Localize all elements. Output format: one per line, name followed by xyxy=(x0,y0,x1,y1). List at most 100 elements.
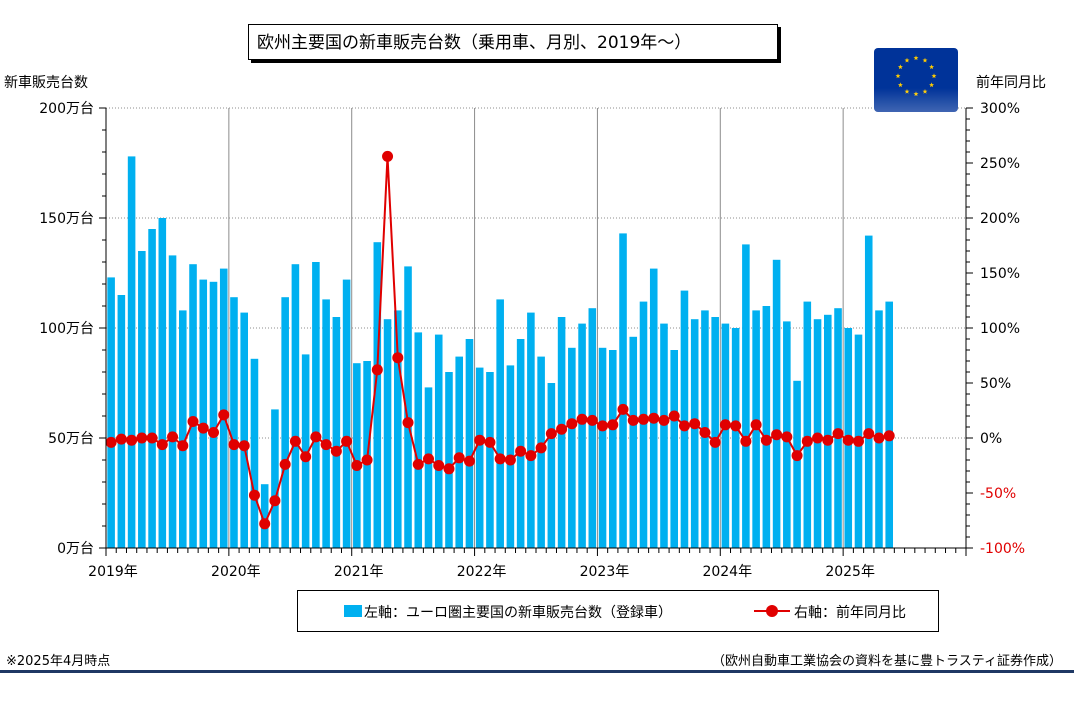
bar xyxy=(445,372,453,548)
bar xyxy=(465,339,474,548)
bar xyxy=(353,363,361,548)
axes: 0万台 50万台 100万台 150万台 200万台 -100% -50% 0% 50% 100%… xyxy=(39,101,1025,580)
right-tick-label: -50% xyxy=(980,486,1016,502)
bar xyxy=(629,336,638,548)
yoy-point xyxy=(484,436,496,448)
yoy-point xyxy=(115,433,127,445)
bar xyxy=(209,281,218,548)
line-series xyxy=(105,150,895,530)
bar xyxy=(670,350,679,548)
bar xyxy=(342,279,351,548)
bar xyxy=(516,339,525,548)
left-tick-label: 100万台 xyxy=(39,321,94,337)
bar xyxy=(568,347,576,548)
bottom-rule xyxy=(0,670,1074,673)
bar xyxy=(619,233,627,548)
bar xyxy=(578,323,586,548)
bar xyxy=(527,312,535,548)
bar xyxy=(260,484,269,548)
flag-star xyxy=(929,64,935,70)
bar xyxy=(496,299,504,548)
yoy-point xyxy=(586,414,598,426)
yoy-point xyxy=(105,436,117,448)
yoy-point xyxy=(208,427,219,438)
flag-star xyxy=(904,57,910,63)
yoy-point xyxy=(515,445,527,457)
right-tick-label: 150% xyxy=(980,266,1020,282)
flag-star xyxy=(895,73,901,79)
bar-series xyxy=(107,156,894,548)
legend-bar-swatch xyxy=(344,605,362,617)
yoy-point xyxy=(330,445,342,457)
x-tick-label: 2020年 xyxy=(211,564,261,580)
bar xyxy=(588,308,597,548)
yoy-point xyxy=(597,420,609,432)
yoy-point xyxy=(453,452,465,464)
yoy-point xyxy=(607,419,619,431)
yoy-point xyxy=(341,435,353,447)
bar xyxy=(742,244,750,548)
bar xyxy=(649,268,658,548)
right-tick-label: 300% xyxy=(980,101,1020,117)
flag-star xyxy=(929,82,935,88)
bar xyxy=(312,262,320,548)
bar xyxy=(772,259,781,548)
right-axis-title: 前年同月比 xyxy=(976,75,1046,91)
bar xyxy=(250,358,259,548)
yoy-point xyxy=(259,518,271,530)
yoy-point xyxy=(617,403,629,415)
bar xyxy=(711,317,719,548)
yoy-point xyxy=(197,422,209,434)
bar xyxy=(424,387,433,548)
bar xyxy=(301,354,310,548)
yoy-point xyxy=(218,409,230,421)
yoy-point xyxy=(382,150,394,162)
yoy-point xyxy=(545,428,557,440)
bar xyxy=(404,266,412,548)
legend-bar-label: 左軸：ユーロ圏主要国の新車販売台数（登録車） xyxy=(364,605,672,621)
source-note: （欧州自動車工業協会の資料を基に豊トラスティ証券作成） xyxy=(712,654,1062,669)
chart-title: 欧州主要国の新車販売台数（乗用車、月別、2019年～） xyxy=(248,24,778,60)
yoy-point xyxy=(443,463,455,475)
x-tick-label: 2025年 xyxy=(825,564,875,580)
yoy-point xyxy=(300,451,312,463)
yoy-point xyxy=(863,428,875,440)
bar xyxy=(690,319,699,548)
flag-star xyxy=(897,64,903,70)
yoy-point xyxy=(781,431,793,443)
yoy-point xyxy=(791,450,803,462)
bar xyxy=(178,310,187,548)
yoy-point xyxy=(627,414,639,426)
bar xyxy=(240,312,249,548)
right-tick-label: 250% xyxy=(980,156,1020,172)
yoy-point xyxy=(842,434,854,446)
yoy-point xyxy=(392,352,404,364)
right-tick-label: -100% xyxy=(980,541,1025,557)
yoy-point xyxy=(371,364,383,376)
left-axis-title: 新車販売台数 xyxy=(4,75,88,91)
bar xyxy=(148,229,156,548)
yoy-point xyxy=(228,439,240,451)
yoy-point xyxy=(812,432,824,444)
legend-line-label: 右軸：前年同月比 xyxy=(794,605,906,621)
footnote: ※2025年4月時点 xyxy=(6,654,111,669)
yoy-point xyxy=(750,419,762,431)
yoy-point xyxy=(361,454,373,466)
bar xyxy=(414,332,423,548)
yoy-point xyxy=(648,412,660,424)
yoy-point xyxy=(474,434,486,446)
flag-star xyxy=(931,73,937,79)
bar xyxy=(373,242,382,548)
yoy-point xyxy=(658,414,670,426)
bar xyxy=(885,301,894,548)
yoy-point xyxy=(177,440,189,452)
bar xyxy=(322,299,330,548)
yoy-point xyxy=(167,431,179,443)
yoy-point xyxy=(678,420,690,432)
bar xyxy=(608,350,617,548)
bar xyxy=(721,323,730,548)
bar xyxy=(680,290,689,548)
yoy-point xyxy=(760,434,772,446)
left-tick-label: 50万台 xyxy=(48,431,94,447)
